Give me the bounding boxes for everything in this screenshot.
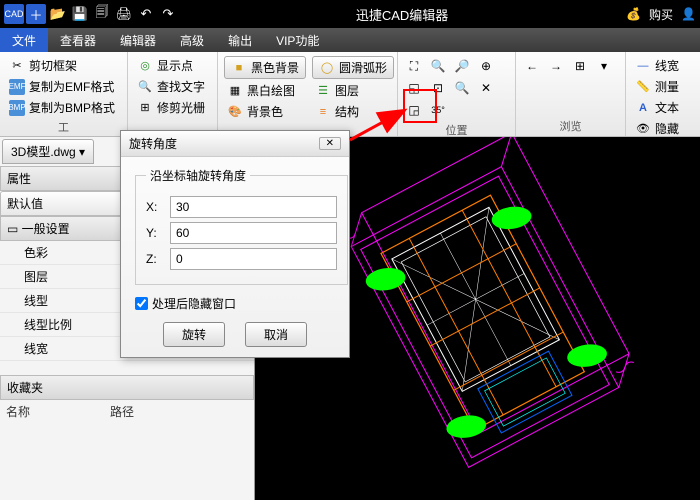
- group-label-nav: 浏览: [522, 118, 619, 134]
- measure[interactable]: 📏测量: [632, 77, 684, 96]
- bw-icon: ▦: [227, 83, 243, 99]
- linewidth[interactable]: —线宽: [632, 56, 684, 75]
- label-z: Z:: [146, 252, 162, 266]
- app-icon[interactable]: CAD: [4, 4, 24, 24]
- label-y: Y:: [146, 226, 162, 240]
- copy-emf[interactable]: EMF复制为EMF格式: [6, 77, 121, 96]
- checkbox-label: 处理后隐藏窗口: [152, 295, 236, 312]
- input-z[interactable]: [170, 248, 337, 270]
- pos-ic5[interactable]: ◱: [404, 78, 424, 98]
- dialog-legend: 沿坐标轴旋转角度: [146, 167, 250, 184]
- pos-ic3[interactable]: 🔎: [452, 56, 472, 76]
- scissors-icon: ✂: [9, 58, 25, 74]
- layers[interactable]: ☰图层: [312, 81, 362, 100]
- arc-icon: ◯: [319, 60, 335, 76]
- structure-icon: ≡: [315, 104, 331, 120]
- eye-icon: 👁: [635, 121, 651, 137]
- nav-ic2[interactable]: →: [546, 56, 566, 76]
- text[interactable]: A文本: [632, 98, 684, 117]
- copy-bmp[interactable]: BMP复制为BMP格式: [6, 98, 121, 117]
- tab-viewer[interactable]: 查看器: [48, 28, 108, 52]
- tab-output[interactable]: 输出: [216, 28, 264, 52]
- open-icon[interactable]: 📂: [48, 4, 68, 24]
- user-icon[interactable]: 👤: [681, 7, 696, 21]
- pos-ic6[interactable]: ⊡: [428, 78, 448, 98]
- rotate-button[interactable]: 旋转: [163, 322, 225, 347]
- group-label-1: 工: [6, 119, 121, 135]
- pos-ic2[interactable]: 🔍: [428, 56, 448, 76]
- tab-editor[interactable]: 编辑器: [108, 28, 168, 52]
- hide-after-checkbox[interactable]: [135, 297, 148, 310]
- blackbg-icon: ■: [231, 60, 247, 76]
- group-label-pos: 位置: [404, 122, 509, 138]
- coin-icon[interactable]: 💰: [626, 7, 641, 21]
- tab-vip[interactable]: VIP功能: [264, 28, 331, 52]
- text-icon: A: [635, 100, 651, 116]
- nav-ic3[interactable]: ⊞: [570, 56, 590, 76]
- trim-raster[interactable]: ⊞修剪光栅: [134, 98, 211, 117]
- dialog-title: 旋转角度: [129, 135, 177, 152]
- label-x: X:: [146, 200, 162, 214]
- structure[interactable]: ≡结构: [312, 102, 362, 121]
- col-path: 路径: [110, 403, 134, 420]
- input-x[interactable]: [170, 196, 337, 218]
- buy-link[interactable]: 购买: [649, 6, 673, 23]
- point-icon: ◎: [137, 58, 153, 74]
- pos-ic8[interactable]: ✕: [476, 78, 496, 98]
- workspace: 3D模型.dwg ▾ 属性 默认值 ▭ 一般设置 色彩 图层 线型 线型比例 线…: [0, 137, 700, 500]
- find-text[interactable]: 🔍查找文字: [134, 77, 211, 96]
- linewidth-icon: —: [635, 58, 651, 74]
- nav-ic1[interactable]: ←: [522, 56, 542, 76]
- bw-draw[interactable]: ▦黑白绘图: [224, 81, 306, 100]
- show-points[interactable]: ◎显示点: [134, 56, 211, 75]
- menubar: 文件 查看器 编辑器 高级 输出 VIP功能: [0, 28, 700, 52]
- pos-ic9[interactable]: ◲: [404, 100, 424, 120]
- close-icon[interactable]: ✕: [319, 137, 341, 150]
- app-title: 迅捷CAD编辑器: [178, 5, 626, 24]
- pos-ic1[interactable]: ⛶: [404, 56, 424, 76]
- emf-icon: EMF: [9, 79, 25, 95]
- nav-ic4[interactable]: ▾: [594, 56, 614, 76]
- rotate-35-icon[interactable]: 35°: [428, 100, 448, 120]
- quick-access-toolbar: CAD ＋ 📂 💾 🗐 🖨 ↶ ↷: [4, 4, 178, 24]
- rotate-dialog: 旋转角度 ✕ 沿坐标轴旋转角度 X: Y: Z: 处理后隐藏窗口 旋转 取消: [120, 130, 350, 358]
- palette-icon: 🎨: [227, 104, 243, 120]
- bmp-icon: BMP: [9, 100, 25, 116]
- ruler-icon: 📏: [635, 79, 651, 95]
- redo-icon[interactable]: ↷: [158, 4, 178, 24]
- favorites-header[interactable]: 收藏夹: [0, 375, 254, 400]
- tab-advanced[interactable]: 高级: [168, 28, 216, 52]
- print-icon[interactable]: 🖨: [114, 4, 134, 24]
- saveall-icon[interactable]: 🗐: [92, 4, 112, 24]
- pos-ic7[interactable]: 🔍: [452, 78, 472, 98]
- col-name: 名称: [6, 403, 30, 420]
- black-bg[interactable]: ■黑色背景: [224, 56, 306, 79]
- ribbon: ✂剪切框架 EMF复制为EMF格式 BMP复制为BMP格式 工 ◎显示点 🔍查找…: [0, 52, 700, 137]
- file-tab[interactable]: 3D模型.dwg ▾: [2, 139, 94, 164]
- pos-ic4[interactable]: ⊕: [476, 56, 496, 76]
- cancel-button[interactable]: 取消: [245, 322, 307, 347]
- trim-icon: ⊞: [137, 100, 153, 116]
- smooth-arc[interactable]: ◯圆滑弧形: [312, 56, 394, 79]
- tab-file[interactable]: 文件: [0, 28, 48, 52]
- save-icon[interactable]: 💾: [70, 4, 90, 24]
- layers-icon: ☰: [315, 83, 331, 99]
- titlebar: CAD ＋ 📂 💾 🗐 🖨 ↶ ↷ 迅捷CAD编辑器 💰 购买 👤: [0, 0, 700, 28]
- search-icon: 🔍: [137, 79, 153, 95]
- fav-columns: 名称 路径: [0, 400, 254, 423]
- bg-color[interactable]: 🎨背景色: [224, 102, 306, 121]
- cut-frame[interactable]: ✂剪切框架: [6, 56, 121, 75]
- new-icon[interactable]: ＋: [26, 4, 46, 24]
- undo-icon[interactable]: ↶: [136, 4, 156, 24]
- input-y[interactable]: [170, 222, 337, 244]
- hide[interactable]: 👁隐藏: [632, 119, 684, 138]
